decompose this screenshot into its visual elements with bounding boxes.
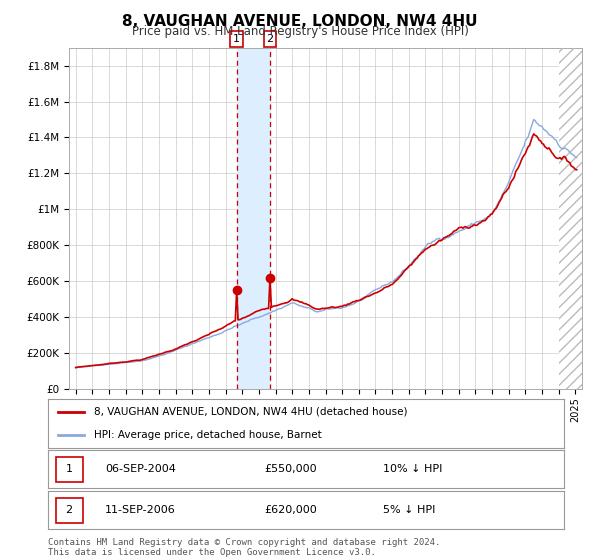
Text: 06-SEP-2004: 06-SEP-2004 (105, 464, 176, 474)
Text: 1: 1 (65, 464, 73, 474)
Text: 2: 2 (65, 505, 73, 515)
Text: 11-SEP-2006: 11-SEP-2006 (105, 505, 176, 515)
Text: 5% ↓ HPI: 5% ↓ HPI (383, 505, 436, 515)
Text: 2: 2 (266, 34, 274, 44)
Bar (559, 48, 584, 389)
Text: 8, VAUGHAN AVENUE, LONDON, NW4 4HU (detached house): 8, VAUGHAN AVENUE, LONDON, NW4 4HU (deta… (94, 407, 408, 417)
Bar (559, 48, 584, 389)
Text: £620,000: £620,000 (265, 505, 317, 515)
Text: 8, VAUGHAN AVENUE, LONDON, NW4 4HU: 8, VAUGHAN AVENUE, LONDON, NW4 4HU (122, 14, 478, 29)
Text: Contains HM Land Registry data © Crown copyright and database right 2024.
This d: Contains HM Land Registry data © Crown c… (48, 538, 440, 557)
Bar (236, 48, 270, 389)
Text: 10% ↓ HPI: 10% ↓ HPI (383, 464, 443, 474)
FancyBboxPatch shape (56, 457, 83, 482)
FancyBboxPatch shape (56, 498, 83, 522)
Text: 1: 1 (233, 34, 240, 44)
Text: Price paid vs. HM Land Registry's House Price Index (HPI): Price paid vs. HM Land Registry's House … (131, 25, 469, 38)
Text: HPI: Average price, detached house, Barnet: HPI: Average price, detached house, Barn… (94, 430, 322, 440)
Text: £550,000: £550,000 (265, 464, 317, 474)
